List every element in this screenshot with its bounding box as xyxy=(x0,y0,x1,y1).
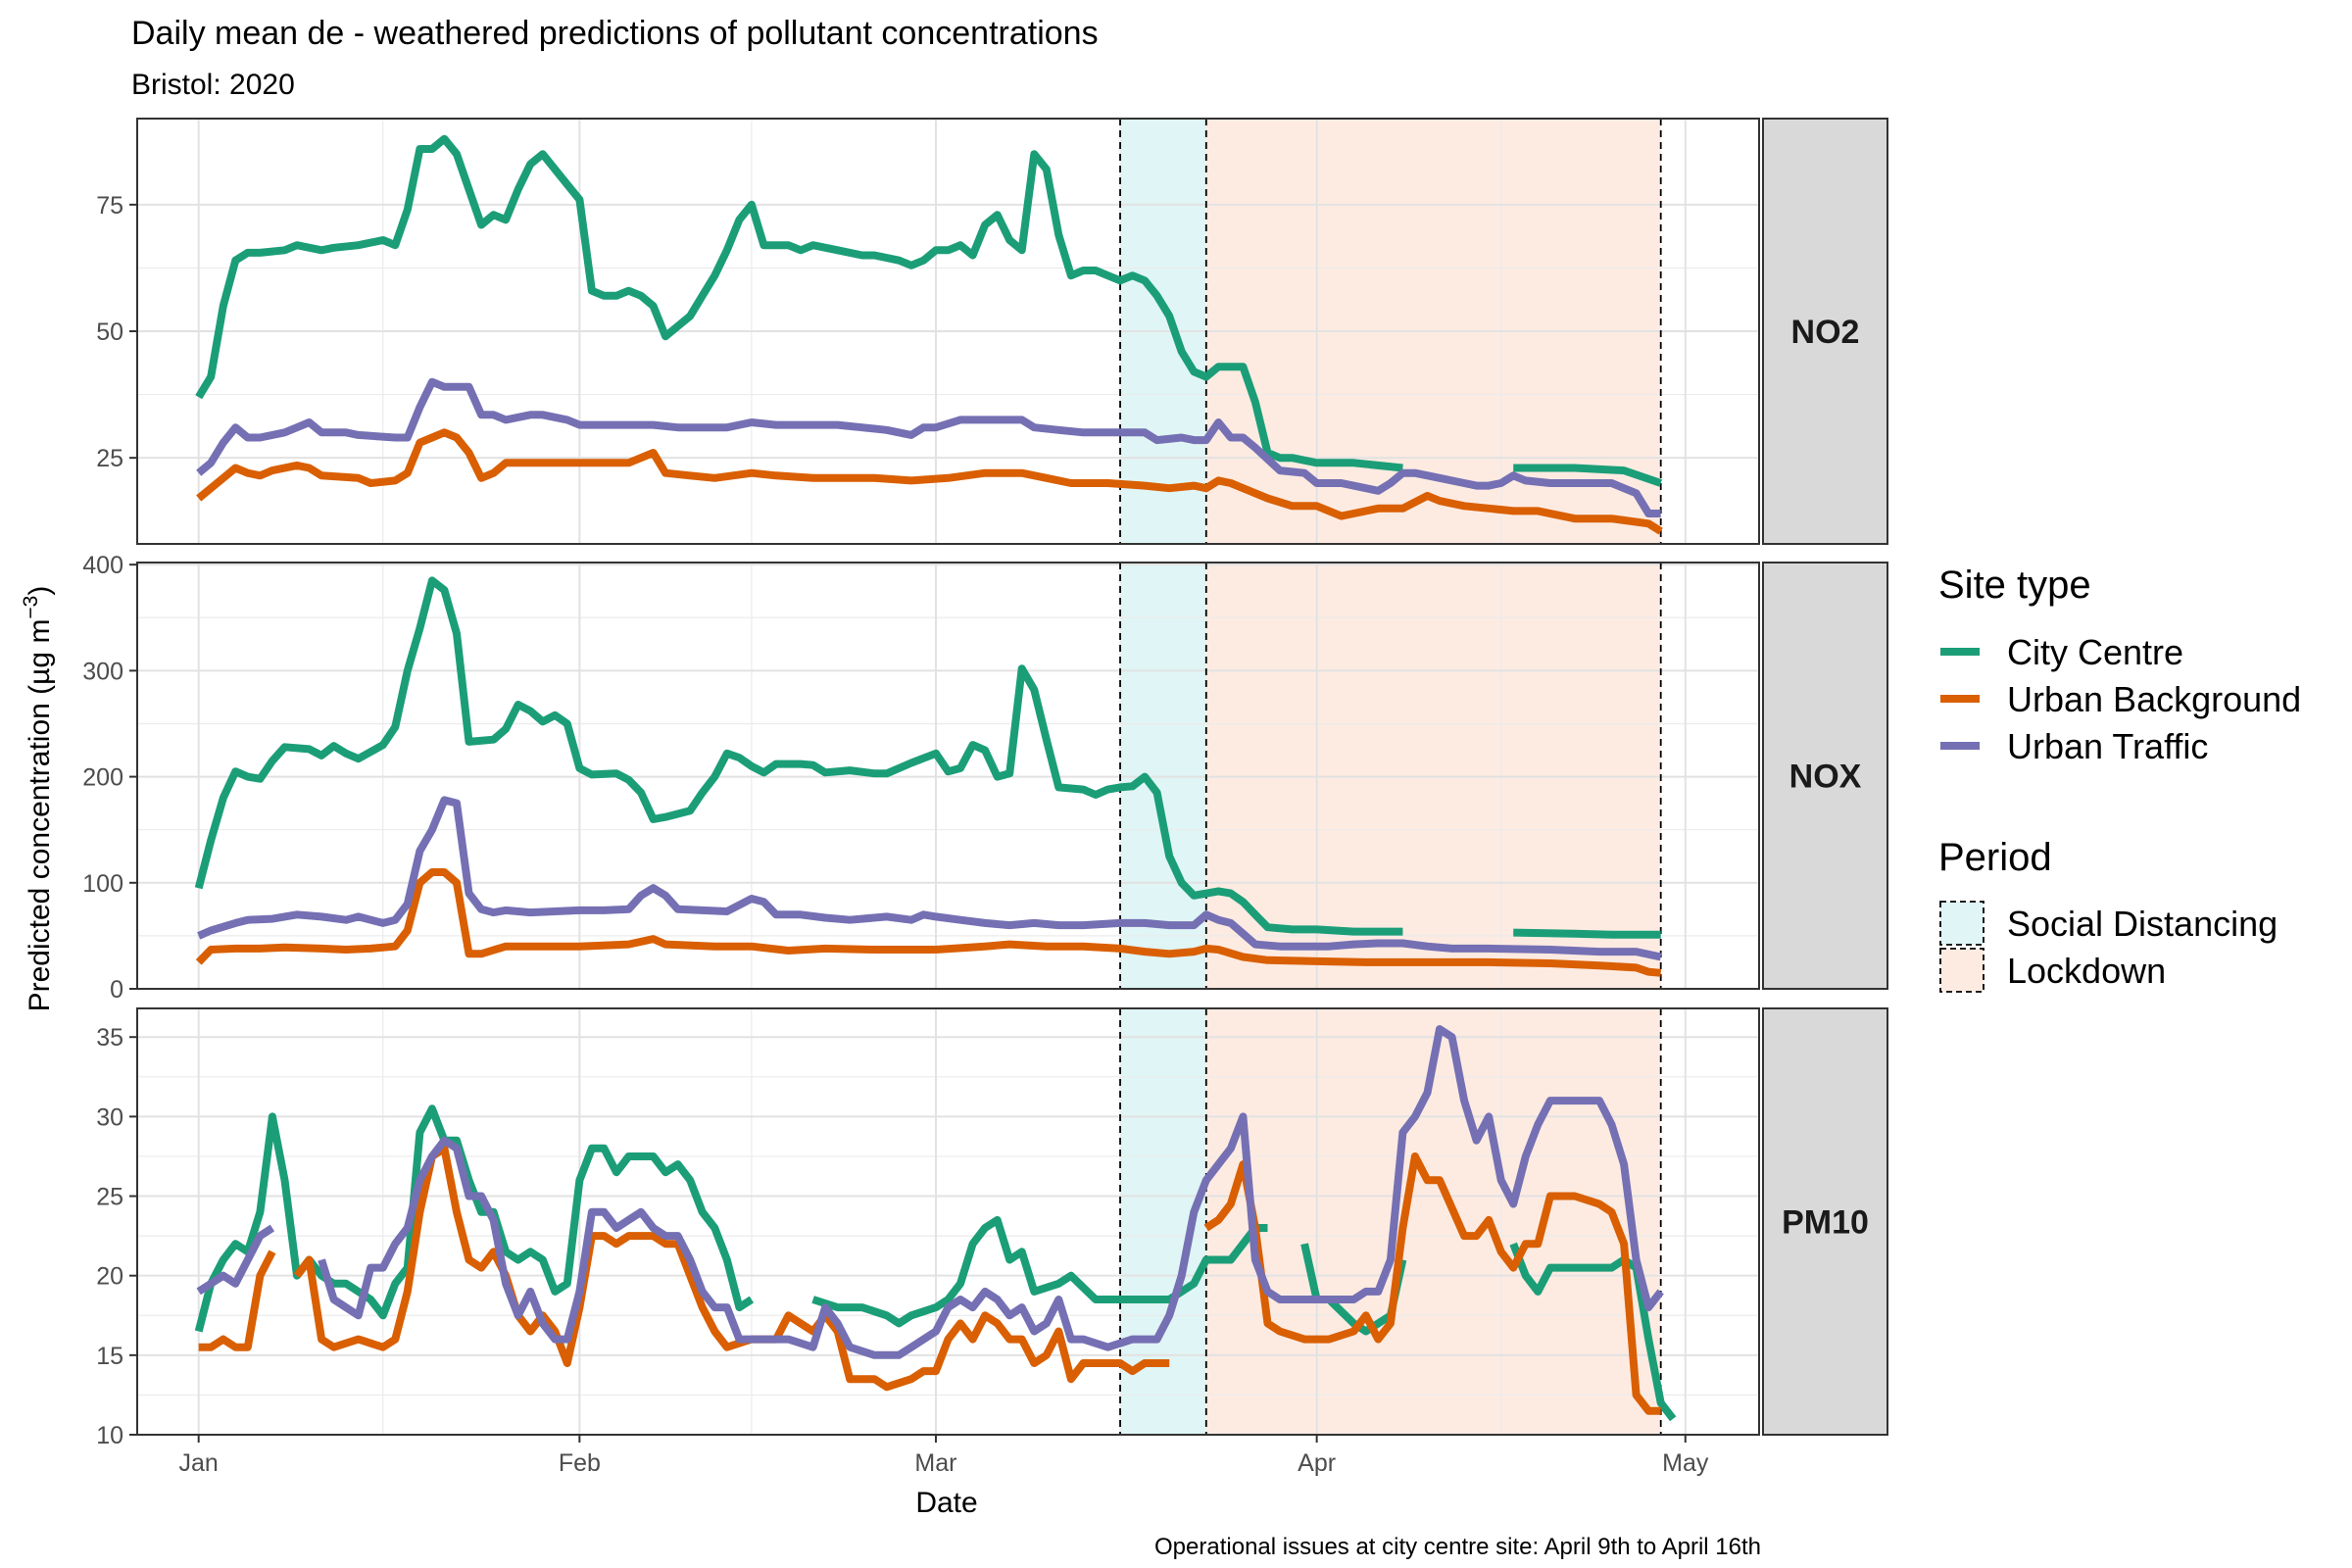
series-line-urban-background xyxy=(196,428,1663,535)
legend-title-period: Period xyxy=(1938,836,2052,879)
x-tick-label: Jan xyxy=(179,1449,219,1477)
legend-key-box xyxy=(1939,948,1984,993)
legend-key-box xyxy=(1939,901,1984,946)
gridlines xyxy=(137,1008,1759,1436)
series-line-urban-background xyxy=(198,1144,1661,1415)
facet-strip xyxy=(1762,118,1888,545)
y-tick-label: 75 xyxy=(96,192,123,220)
x-axis-title: Date xyxy=(915,1487,977,1519)
legend-title-site-type: Site type xyxy=(1938,564,2091,607)
y-tick-label: 400 xyxy=(82,552,123,579)
y-tick-label: 30 xyxy=(96,1103,123,1131)
y-tick-label: 20 xyxy=(96,1263,123,1291)
panel-no2: 25 50 75 NO2 xyxy=(96,118,1888,545)
panels-layer: 25 50 75 NO2 0 100 200 300 400 NOX 10 15 20 25 30 35 PM1… xyxy=(82,118,1888,1449)
y-tick-label: 50 xyxy=(96,318,123,346)
panel-nox: 0 100 200 300 400 NOX xyxy=(82,552,1888,1004)
panel-pm10: 10 15 20 25 30 35 PM10 xyxy=(96,1007,1888,1449)
y-tick-label: 15 xyxy=(96,1343,123,1370)
series-line-city-centre xyxy=(195,134,1662,487)
series-line-urban-background xyxy=(195,868,1662,977)
chart-caption: Operational issues at city centre site: … xyxy=(1154,1534,1761,1560)
y-tick-label: 35 xyxy=(96,1024,123,1052)
series-line-urban-traffic xyxy=(197,796,1662,961)
y-axis-title-superscript: −3 xyxy=(20,596,42,619)
series-line-urban-traffic xyxy=(196,1025,1664,1359)
y-axis-title: Predicted concentration (µg m−3) xyxy=(20,586,56,1012)
legend-label: Social Distancing xyxy=(2007,904,2278,944)
y-tick-label: 25 xyxy=(96,445,123,472)
facet-strip-label: PM10 xyxy=(1782,1204,1869,1242)
y-tick-label: 10 xyxy=(96,1422,123,1449)
facet-strip xyxy=(1762,1007,1888,1436)
facet-strip-label: NOX xyxy=(1789,759,1862,796)
facet-strip xyxy=(1762,562,1888,990)
y-axis-title-close: ) xyxy=(24,586,56,596)
y-tick-label: 0 xyxy=(110,976,123,1004)
x-tick-label: Mar xyxy=(914,1449,956,1477)
legend-label: Urban Traffic xyxy=(2007,726,2208,766)
x-axis: Jan Feb Mar Apr May xyxy=(179,1435,1709,1477)
chart-subtitle: Bristol: 2020 xyxy=(131,69,295,101)
chart-title: Daily mean de - weathered predictions of… xyxy=(131,15,1099,52)
period-band-lockdown xyxy=(1205,563,1661,989)
panel-border xyxy=(136,562,1760,990)
facet-strip-label: NO2 xyxy=(1791,314,1860,351)
series-line-city-centre xyxy=(194,576,1661,939)
y-axis-title-main: Predicted concentration (µg m xyxy=(24,619,56,1012)
x-tick-label: Feb xyxy=(559,1449,601,1477)
legend-label: City Centre xyxy=(2007,632,2183,672)
y-tick-label: 100 xyxy=(82,870,123,898)
legend: Site type City Centre Urban Background Urba… xyxy=(1938,564,2301,993)
series-line-urban-traffic xyxy=(196,377,1661,517)
legend-label: Urban Background xyxy=(2007,679,2301,719)
x-tick-label: Apr xyxy=(1298,1449,1336,1477)
period-band-social-distancing xyxy=(1120,563,1206,989)
y-tick-label: 300 xyxy=(82,658,123,685)
y-tick-label: 200 xyxy=(82,764,123,792)
legend-label: Lockdown xyxy=(2007,951,2166,991)
series-line-city-centre xyxy=(194,1104,1677,1422)
panel-border xyxy=(136,1007,1760,1436)
x-tick-label: May xyxy=(1662,1449,1709,1477)
y-tick-label: 25 xyxy=(96,1184,123,1211)
